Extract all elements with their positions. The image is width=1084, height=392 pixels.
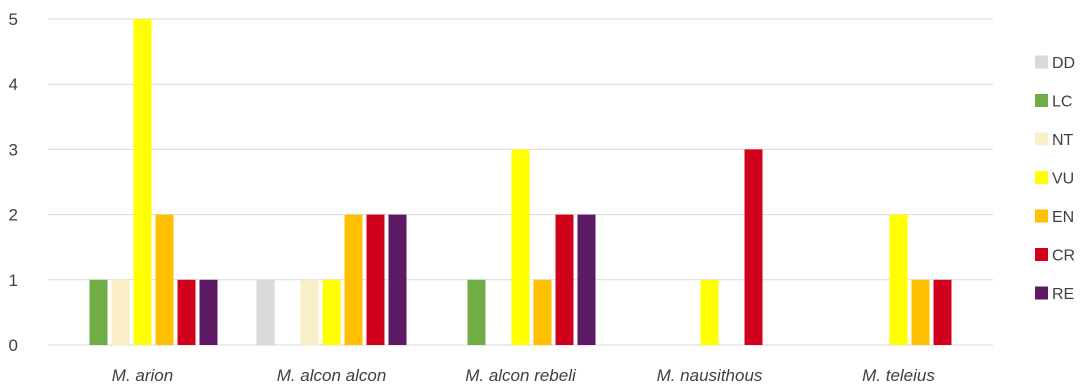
legend-swatch-en	[1035, 209, 1048, 223]
legend-label-en: EN	[1052, 209, 1074, 226]
legend-swatch-nt	[1035, 132, 1048, 146]
y-axis-ticks: 0 1 2 3 4 5	[9, 10, 18, 355]
y-tick-label: 1	[9, 271, 18, 290]
bar-lc	[89, 279, 108, 345]
bar-en	[533, 279, 552, 345]
bar-vu	[322, 279, 341, 345]
legend-label-cr: CR	[1052, 248, 1075, 265]
legend-label-nt: NT	[1052, 132, 1074, 149]
bar-nt	[300, 279, 319, 345]
x-category-label: M. nausithous	[657, 366, 763, 385]
legend: DD LC NT VU EN CR RE	[1035, 55, 1075, 303]
y-tick-label: 3	[9, 140, 18, 159]
y-tick-label: 5	[9, 10, 18, 29]
x-category-label: M. alcon rebeli	[465, 366, 577, 385]
legend-swatch-re	[1035, 286, 1048, 300]
x-axis-labels: M. arion M. alcon alcon M. alcon rebeli M. …	[112, 366, 936, 385]
legend-label-lc: LC	[1052, 94, 1072, 111]
legend-swatch-cr	[1035, 248, 1048, 261]
legend-swatch-lc	[1035, 94, 1048, 107]
legend-label-dd: DD	[1052, 55, 1075, 72]
legend-label-re: RE	[1052, 286, 1074, 303]
bar-cr	[366, 214, 385, 345]
bar-dd	[256, 279, 275, 345]
bar-cr	[744, 149, 763, 345]
bar-nt	[111, 279, 130, 345]
x-category-label: M. alcon alcon	[277, 366, 387, 385]
bar-cr	[555, 214, 574, 345]
legend-swatch-dd	[1035, 55, 1048, 69]
bar-re	[388, 214, 407, 345]
bar-cr	[933, 279, 952, 345]
bar-re	[577, 214, 596, 345]
bar-vu	[889, 214, 908, 345]
bar-en	[911, 279, 930, 345]
legend-swatch-vu	[1035, 171, 1048, 184]
bar-vu	[700, 279, 719, 345]
y-tick-label: 2	[9, 206, 18, 225]
bar-en	[155, 214, 174, 345]
bar-cr	[177, 279, 196, 345]
bar-re	[199, 279, 218, 345]
x-category-label: M. arion	[112, 366, 173, 385]
y-tick-label: 0	[9, 336, 18, 355]
bar-vu	[511, 149, 530, 345]
legend-label-vu: VU	[1052, 171, 1074, 188]
bar-en	[344, 214, 363, 345]
x-category-label: M. teleius	[862, 366, 935, 385]
bar-vu	[133, 19, 152, 345]
y-tick-label: 4	[9, 75, 18, 94]
bar-lc	[467, 279, 486, 345]
bars	[89, 19, 952, 345]
